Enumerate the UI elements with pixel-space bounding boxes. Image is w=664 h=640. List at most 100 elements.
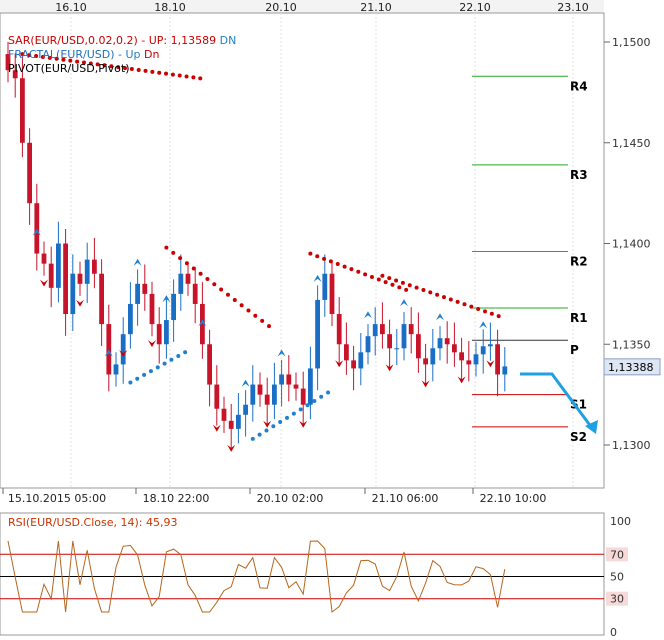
sar-dots: [20, 52, 501, 441]
candle: [473, 342, 479, 377]
sar-dot: [404, 287, 409, 292]
sar-dot: [184, 74, 189, 79]
candle: [171, 279, 176, 342]
candle: [416, 312, 421, 373]
sar-dot: [414, 285, 419, 290]
sar-dot: [205, 277, 210, 282]
sar-dot: [394, 278, 399, 283]
svg-text:16.10: 16.10: [55, 1, 87, 14]
candle: [430, 328, 436, 382]
candle: [41, 241, 47, 276]
sar-dot: [271, 424, 276, 429]
sar-dot: [291, 411, 296, 416]
pivot-label-r4: R4: [570, 79, 588, 93]
sar-dot: [328, 259, 333, 264]
candle: [185, 261, 191, 296]
sar-dot: [116, 65, 121, 70]
sar-dot: [469, 304, 474, 309]
time-tick-label: 20.10 02:00: [257, 492, 324, 505]
sar-dot: [198, 76, 203, 81]
candle: [27, 128, 32, 225]
sar-dot: [177, 73, 182, 78]
sar-dot: [232, 297, 237, 302]
candle: [70, 254, 76, 331]
sar-dot: [496, 314, 501, 319]
sar-dot: [435, 292, 440, 297]
sar-dot: [212, 282, 217, 287]
sar-dot: [136, 67, 141, 72]
time-tick-label: 18.10 22:00: [143, 492, 210, 505]
sar-dot: [47, 55, 52, 60]
candle: [56, 221, 61, 303]
sar-dot: [476, 306, 481, 311]
fractal-down-icon: [486, 360, 495, 368]
candle: [207, 329, 212, 407]
top-date-label: 22.10: [459, 1, 491, 14]
sar-dot: [326, 390, 331, 395]
candle: [63, 228, 68, 336]
sar-dot: [441, 295, 446, 300]
top-date-axis: 16.10 18.10 20.10 21.10 22.10 23.10: [0, 0, 604, 21]
candle: [99, 259, 104, 346]
sar-dot: [315, 254, 320, 259]
candle: [408, 307, 414, 354]
candle: [315, 285, 320, 391]
sar-dot: [253, 313, 258, 318]
candle: [344, 322, 349, 375]
sar-dot: [225, 292, 230, 297]
candle: [502, 347, 508, 392]
candle: [5, 42, 11, 83]
fractal-markers: [32, 228, 495, 452]
sar-dot: [489, 311, 494, 316]
candle: [113, 352, 119, 387]
sar-dot: [109, 64, 114, 69]
svg-text:21.10: 21.10: [360, 1, 392, 14]
candle: [286, 355, 292, 402]
sar-dot: [421, 288, 426, 293]
sar-dot: [102, 63, 107, 68]
time-tick-label: 22.10 10:00: [480, 492, 547, 505]
svg-text:18.10: 18.10: [154, 1, 186, 14]
candle: [372, 307, 378, 356]
candle: [329, 261, 335, 327]
candle: [387, 319, 392, 371]
candle: [156, 307, 162, 364]
last-price-badge: [603, 358, 661, 376]
candle: [77, 261, 83, 296]
top-date-label: 20.10: [265, 1, 297, 14]
candle: [178, 254, 184, 311]
rsi-tick-label: 70: [610, 548, 624, 561]
sar-dot: [390, 282, 395, 287]
sar-dot: [198, 271, 203, 276]
sar-dot: [322, 256, 327, 261]
time-tick-label: 15.10.2015 05:00: [8, 492, 106, 505]
candle: [106, 304, 112, 392]
candle: [120, 317, 126, 384]
fractal-down-icon: [263, 420, 272, 428]
rsi-line: [7, 540, 506, 613]
svg-text:20.10: 20.10: [265, 1, 297, 14]
candle: [380, 302, 385, 349]
candle: [308, 346, 313, 420]
candle: [322, 254, 328, 317]
top-date-label: 21.10: [360, 1, 392, 14]
sar-dot: [191, 75, 196, 80]
sar-dot: [312, 398, 317, 403]
rsi-panel: RSI(EUR/USD.Close, 14): 45,93 100 70 50 30 0: [0, 515, 631, 639]
price-tick-label: 1,1450: [612, 137, 651, 150]
sar-dot: [260, 318, 265, 323]
candlestick-series: [5, 42, 508, 449]
candle: [142, 264, 148, 311]
sar-dot: [128, 380, 133, 385]
fractal-down-icon: [40, 279, 48, 287]
candle: [20, 56, 25, 158]
fractal-down-icon: [76, 299, 84, 307]
sar-dot: [75, 59, 80, 64]
sar-dot: [448, 297, 453, 302]
legend-entry: FRACTAL(EUR/USD) - Up Dn: [8, 48, 159, 61]
fractal-up-icon: [241, 379, 250, 387]
pivot-levels: R4 R3 R2 R1 P S1 S2: [472, 75, 588, 444]
sar-dot: [298, 407, 303, 412]
sar-dot: [239, 303, 244, 308]
candle: [92, 237, 97, 289]
